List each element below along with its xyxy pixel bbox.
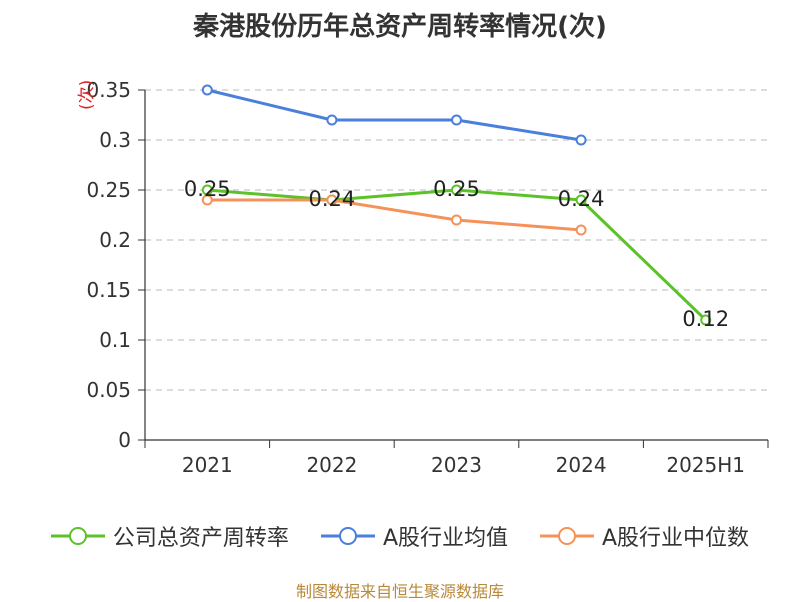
legend: 公司总资产周转率 A股行业均值 A股行业中位数 bbox=[0, 520, 800, 552]
data-labels: 0.25 0.24 0.25 0.24 0.12 bbox=[184, 177, 729, 331]
data-label: 0.25 bbox=[433, 177, 480, 201]
y-axis-label: (次) bbox=[77, 79, 97, 110]
data-point bbox=[575, 194, 587, 206]
legend-swatch-icon bbox=[540, 527, 594, 545]
data-label: 0.24 bbox=[309, 187, 356, 211]
y-tick-label: 0.25 bbox=[86, 178, 131, 202]
legend-swatch-marker bbox=[68, 527, 87, 545]
data-point bbox=[451, 114, 462, 126]
data-label: 0.24 bbox=[558, 187, 605, 211]
x-tick-label: 2025H1 bbox=[666, 453, 745, 477]
data-point bbox=[326, 194, 338, 206]
data-point bbox=[575, 224, 587, 236]
x-tick-label: 2021 bbox=[182, 453, 233, 477]
x-tick-label: 2022 bbox=[306, 453, 357, 477]
legend-item-1[interactable]: A股行业均值 bbox=[320, 520, 508, 552]
data-point bbox=[451, 184, 462, 196]
legend-swatch-marker bbox=[558, 527, 576, 545]
legend-swatch-icon bbox=[50, 527, 105, 545]
legend-item-0[interactable]: 公司总资产周转率 bbox=[50, 520, 289, 552]
grid-lines bbox=[145, 89, 768, 391]
y-tick-label: 0 bbox=[118, 428, 131, 452]
series-lines bbox=[201, 84, 712, 326]
y-tick-label: 0.15 bbox=[86, 278, 131, 302]
series-line-2 bbox=[207, 198, 582, 232]
y-tick-label: 0.1 bbox=[99, 328, 131, 352]
data-point bbox=[700, 314, 712, 326]
data-label: 0.25 bbox=[184, 177, 231, 201]
y-tick-label: 0.3 bbox=[99, 128, 131, 152]
legend-item-2[interactable]: A股行业中位数 bbox=[540, 520, 749, 552]
data-point bbox=[201, 194, 213, 206]
legend-label: A股行业均值 bbox=[382, 526, 508, 551]
data-point bbox=[326, 114, 338, 126]
chart-title: 秦港股份历年总资产周转率情况(次) bbox=[193, 12, 607, 42]
y-tick-label: 0.05 bbox=[86, 378, 131, 402]
legend-label: 公司总资产周转率 bbox=[112, 526, 289, 551]
data-point bbox=[451, 214, 462, 226]
source-note: 制图数据来自恒生聚源数据库 bbox=[295, 582, 504, 601]
y-tick-label: 0.2 bbox=[99, 228, 131, 252]
data-point bbox=[201, 84, 213, 96]
legend-swatch-icon bbox=[320, 527, 375, 545]
data-label: 0.12 bbox=[682, 307, 729, 331]
data-point bbox=[575, 134, 587, 146]
legend-label: A股行业中位数 bbox=[602, 526, 750, 551]
axes: 0 0.05 0.1 0.15 0.2 0.25 0.3 0.35 2021 2022 2023 20… bbox=[86, 78, 769, 477]
series-line-0 bbox=[207, 188, 707, 322]
x-tick-label: 2024 bbox=[556, 453, 607, 477]
x-tick-label: 2023 bbox=[431, 453, 482, 477]
series-line-1 bbox=[206, 88, 582, 142]
legend-swatch-marker bbox=[338, 527, 357, 545]
y-tick-label: 0.35 bbox=[86, 78, 131, 102]
